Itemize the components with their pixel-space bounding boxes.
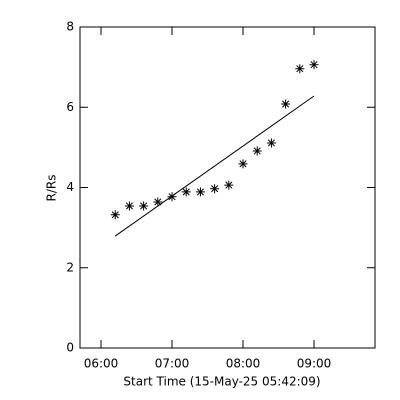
fit-line bbox=[114, 95, 315, 237]
data-point bbox=[224, 180, 234, 190]
data-point bbox=[124, 201, 134, 211]
data-point bbox=[210, 184, 220, 194]
x-tick-label: 08:00 bbox=[226, 357, 261, 371]
data-point bbox=[295, 64, 305, 74]
data-point bbox=[252, 146, 262, 156]
data-point bbox=[266, 138, 276, 148]
plot-frame bbox=[79, 26, 376, 349]
y-tick-label: 4 bbox=[66, 180, 74, 194]
data-point bbox=[195, 187, 205, 197]
x-tick-label: 06:00 bbox=[84, 357, 119, 371]
x-tick-label: 09:00 bbox=[297, 357, 332, 371]
x-axis-label: Start Time (15-May-25 05:42:09) bbox=[123, 375, 320, 389]
data-point bbox=[153, 197, 163, 207]
data-point bbox=[309, 60, 319, 70]
y-tick-label: 8 bbox=[66, 20, 74, 34]
y-tick-label: 0 bbox=[66, 341, 74, 355]
data-point bbox=[238, 159, 248, 169]
y-tick-label: 2 bbox=[66, 260, 74, 274]
data-point bbox=[139, 201, 149, 211]
x-tick-label: 07:00 bbox=[155, 357, 190, 371]
data-point bbox=[167, 192, 177, 202]
data-point bbox=[281, 99, 291, 109]
y-axis-label: R/Rs bbox=[45, 175, 59, 202]
y-tick-label: 6 bbox=[66, 100, 74, 114]
data-point bbox=[181, 187, 191, 197]
data-point bbox=[110, 210, 120, 220]
